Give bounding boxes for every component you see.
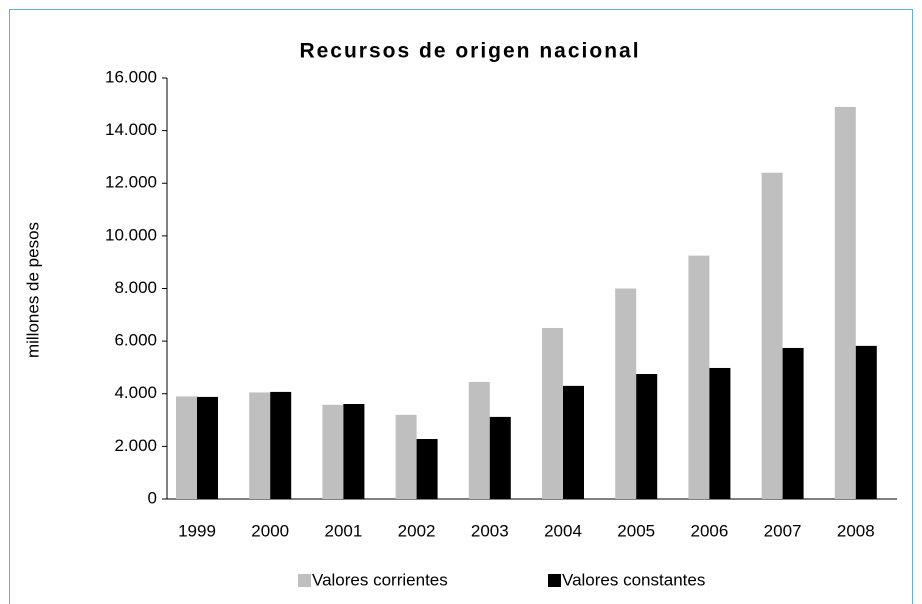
x-tick-label: 2003 [471,521,509,540]
bar [834,106,856,499]
bar [270,391,292,499]
bar [688,255,710,499]
bar [322,404,344,499]
bar [489,416,511,499]
bar [636,374,658,499]
y-tick-label: 6.000 [114,331,157,350]
bar [855,345,877,499]
y-tick-label: 16.000 [105,67,157,86]
legend-label: Valores constantes [562,570,705,589]
y-tick-label: 14.000 [105,120,157,139]
y-tick-label: 2.000 [114,436,157,455]
legend-label: Valores corrientes [312,570,448,589]
bar [468,381,490,499]
bar [761,172,783,499]
frame [9,9,913,604]
x-tick-label: 2001 [324,521,362,540]
y-tick-label: 12.000 [105,173,157,192]
bar [615,288,637,499]
y-tick-label: 4.000 [114,383,157,402]
y-tick-label: 0 [148,488,157,507]
legend-swatch [298,574,311,587]
x-tick-label: 2004 [544,521,582,540]
x-tick-label: 2006 [690,521,728,540]
bar [416,439,438,499]
bar [709,367,731,499]
x-tick-label: 2005 [617,521,655,540]
bar [176,396,197,499]
bar [343,404,365,499]
bar [563,385,584,499]
bar [197,396,218,499]
bar [782,347,804,499]
x-tick-label: 2002 [398,521,436,540]
y-axis-label: millones de pesos [23,222,42,358]
y-tick-label: 10.000 [105,225,157,244]
x-tick-label: 2007 [764,521,802,540]
x-tick-label: 1999 [178,521,216,540]
chart-title: Recursos de origen nacional [299,40,640,63]
bar [395,414,417,499]
legend-swatch [548,574,561,587]
x-tick-label: 2000 [251,521,289,540]
y-tick-label: 8.000 [114,278,157,297]
bar [542,327,563,499]
x-tick-label: 2008 [837,521,875,540]
bar [249,392,271,499]
